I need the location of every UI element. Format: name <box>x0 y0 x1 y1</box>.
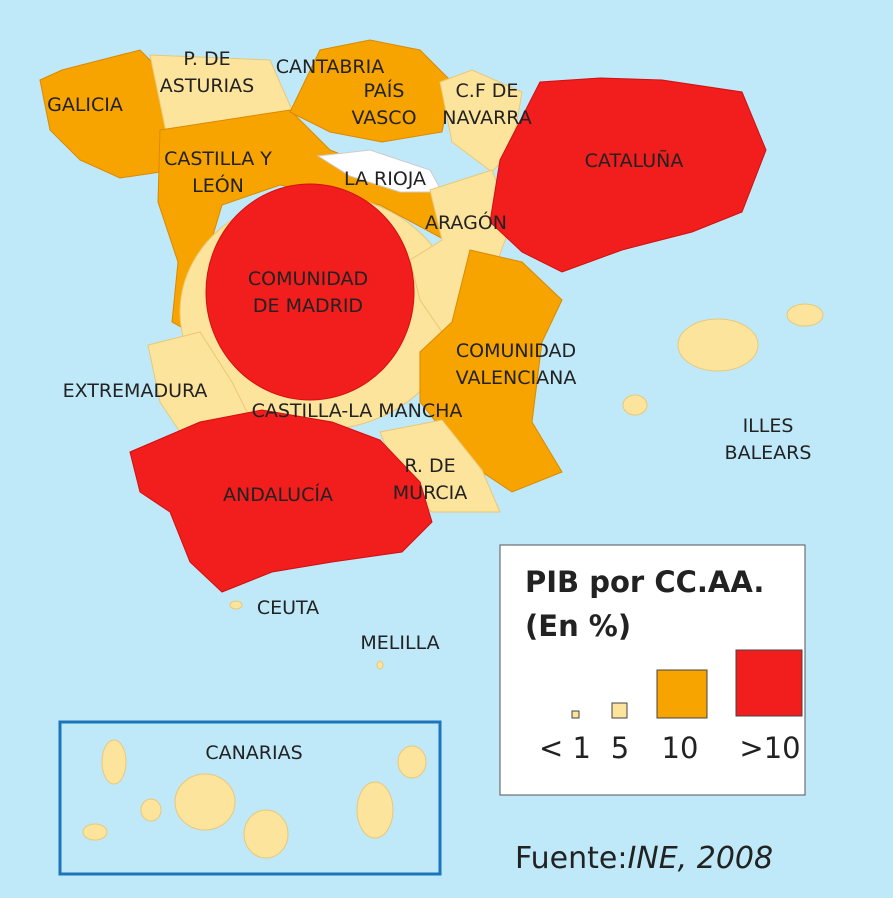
legend-swatch <box>736 650 802 716</box>
region-label: CASTILLA Y <box>164 148 272 170</box>
island <box>83 824 107 840</box>
region-label: CANTABRIA <box>276 56 384 78</box>
region-label: R. DE <box>404 455 455 477</box>
ibiza <box>623 395 647 415</box>
region-label: PAÍS <box>364 79 405 102</box>
region-label: COMUNIDAD <box>456 340 576 362</box>
region-label: C.F DE <box>456 80 519 102</box>
island <box>244 810 288 858</box>
legend-title: (En %) <box>525 609 631 643</box>
region-label: P. DE <box>183 48 230 70</box>
region-label: DE MADRID <box>253 295 363 317</box>
source-text: INE, 2008 <box>627 841 773 876</box>
region-label: VALENCIANA <box>456 367 577 389</box>
region-label: BALEARS <box>725 442 812 464</box>
region-label: ILLES <box>743 415 794 437</box>
region-label: ANDALUCÍA <box>223 483 333 506</box>
region-label: ARAGÓN <box>425 210 507 234</box>
source: Fuente:INE, 2008 <box>515 841 773 876</box>
mallorca <box>678 319 758 371</box>
legend-swatch <box>572 711 579 718</box>
island <box>357 782 393 838</box>
legend-label: >10 <box>739 731 800 765</box>
source-prefix: Fuente: <box>515 841 627 876</box>
island <box>102 740 126 784</box>
region-label: NAVARRA <box>442 107 531 129</box>
region-label: CATALUÑA <box>585 149 684 172</box>
region-label: VASCO <box>351 107 416 129</box>
island <box>398 746 426 778</box>
legend-swatch <box>657 670 707 718</box>
legend-label: < 1 <box>539 731 591 765</box>
madrid <box>206 184 414 400</box>
region-label: CANARIAS <box>205 742 302 764</box>
region-label: EXTREMADURA <box>63 380 208 402</box>
legend-label: 10 <box>662 731 699 765</box>
menorca <box>787 304 823 326</box>
region-label: COMUNIDAD <box>248 268 368 290</box>
legend-label: 5 <box>611 731 629 765</box>
region-label: GALICIA <box>47 94 123 116</box>
region-label: LEÓN <box>192 173 244 197</box>
region-label: CEUTA <box>257 597 319 619</box>
region-label: MELILLA <box>360 632 439 654</box>
map: GALICIA P. DE ASTURIAS CANTABRIAPAÍS VASCO C.… <box>0 0 893 898</box>
region-label: LA RIOJA <box>344 168 426 190</box>
region-label: ASTURIAS <box>160 75 254 97</box>
region-label: CASTILLA-LA MANCHA <box>252 400 463 422</box>
ceuta <box>230 601 242 609</box>
melilla <box>377 661 383 669</box>
legend-title: PIB por CC.AA. <box>525 565 764 599</box>
island <box>175 774 235 830</box>
region-label: MURCIA <box>393 482 467 504</box>
island <box>141 799 161 821</box>
legend-swatch <box>612 703 627 718</box>
